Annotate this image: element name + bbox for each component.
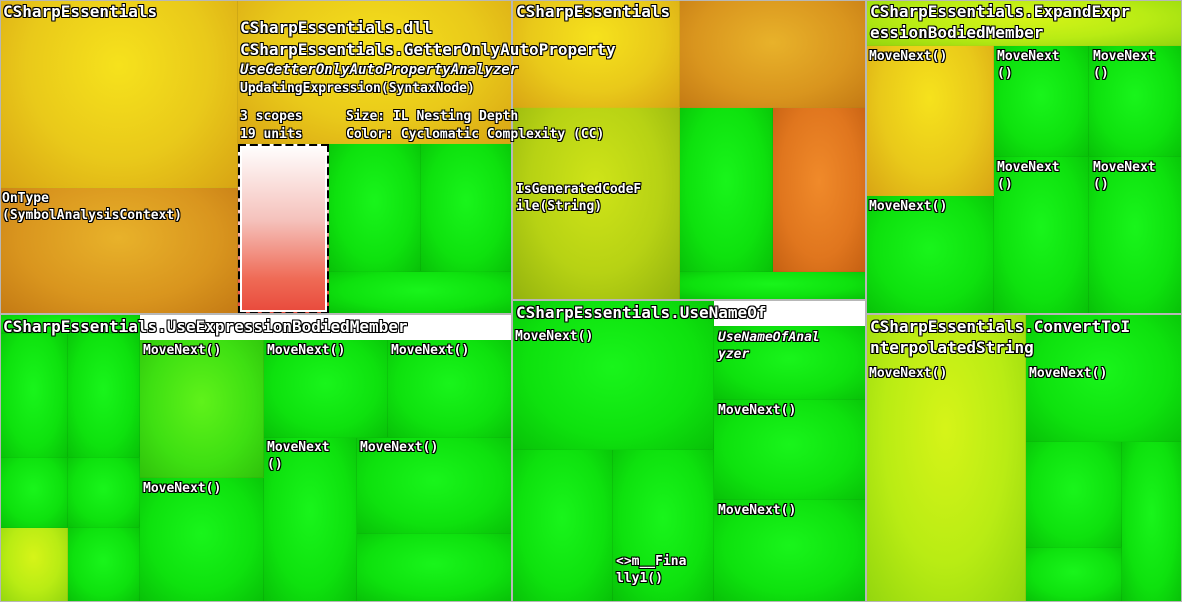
treemap-cell[interactable]	[357, 438, 512, 534]
treemap-cell[interactable]	[68, 528, 140, 602]
treemap-cell[interactable]	[994, 46, 1089, 157]
member-label: MoveNext()	[869, 49, 948, 64]
treemap-cell[interactable]	[1089, 46, 1182, 157]
treemap-cell[interactable]	[512, 300, 714, 450]
region-title: CSharpEssentials.ExpandExpr essionBodied…	[870, 2, 1131, 42]
treemap-cell[interactable]	[0, 0, 238, 188]
treemap-cell[interactable]	[714, 400, 866, 500]
member-label: MoveNext ()	[997, 49, 1060, 81]
treemap-cell-isgenerated[interactable]	[512, 108, 680, 300]
member-label: OnType (SymbolAnalysisContext)	[2, 191, 183, 223]
treemap-cell[interactable]	[0, 334, 68, 458]
region-title: CSharpEssentials.UseExpressionBodiedMemb…	[3, 317, 408, 336]
treemap-cell[interactable]	[357, 534, 512, 602]
member-label: MoveNext ()	[267, 440, 330, 472]
member-label: MoveNext()	[267, 343, 346, 358]
treemap-cell[interactable]	[1122, 442, 1182, 602]
selected-treemap-cell[interactable]	[238, 144, 329, 314]
member-label: MoveNext ()	[1093, 49, 1156, 81]
treemap-cell[interactable]	[512, 450, 613, 602]
tooltip-units: 19 units	[240, 127, 303, 142]
member-label: UseNameOfAnal yzer	[718, 330, 820, 362]
treemap-cell[interactable]	[329, 272, 512, 314]
member-label: IsGeneratedCodeF ile(String)	[516, 182, 642, 214]
treemap-cell[interactable]	[264, 340, 388, 438]
member-label: MoveNext ()	[997, 160, 1060, 192]
treemap-cell[interactable]	[512, 0, 680, 108]
treemap-cell[interactable]	[1026, 548, 1122, 602]
member-label: MoveNext()	[143, 481, 222, 496]
region-title: CSharpEssentials	[516, 2, 671, 21]
region-title: CSharpEssentials.UseNameOf	[516, 303, 767, 322]
region-title: CSharpEssentials	[3, 2, 158, 21]
member-label: <>m__Fina lly1()	[616, 554, 687, 586]
treemap-cell[interactable]	[329, 144, 421, 272]
tooltip-color-metric: Color: Cyclomatic Complexity (CC)	[346, 127, 605, 142]
treemap-cell[interactable]	[0, 528, 68, 602]
member-label: MoveNext()	[869, 366, 948, 381]
region-title: CSharpEssentials.ConvertToI nterpolatedS…	[870, 317, 1131, 357]
treemap-cell[interactable]	[1026, 442, 1122, 548]
tooltip-scopes: 3 scopes	[240, 109, 303, 124]
treemap-cell[interactable]	[866, 0, 1182, 46]
treemap-cell[interactable]	[68, 334, 140, 458]
treemap-cell[interactable]	[140, 340, 264, 478]
treemap-cell[interactable]	[140, 478, 264, 602]
treemap-cell[interactable]	[421, 144, 512, 272]
treemap-cell[interactable]	[680, 108, 773, 272]
member-label: MoveNext()	[391, 343, 470, 358]
treemap-cell[interactable]	[866, 46, 994, 196]
member-label: MoveNext()	[143, 343, 222, 358]
member-label: MoveNext()	[869, 199, 948, 214]
member-label: MoveNext()	[1029, 366, 1108, 381]
treemap-cell[interactable]	[994, 157, 1089, 314]
treemap-cell[interactable]	[680, 0, 866, 108]
treemap-cell[interactable]	[866, 196, 994, 314]
tooltip-class: UseGetterOnlyAutoPropertyAnalyzer	[240, 62, 519, 78]
treemap-cell[interactable]	[773, 108, 866, 272]
treemap-cell[interactable]	[238, 0, 512, 144]
treemap-cell[interactable]	[264, 438, 357, 602]
treemap-cell[interactable]	[0, 314, 140, 334]
selection-highlight	[238, 144, 329, 314]
tooltip-type: CSharpEssentials.GetterOnlyAutoProperty	[240, 40, 616, 59]
tooltip-assembly: CSharpEssentials.dll	[240, 18, 433, 37]
member-label: MoveNext()	[718, 403, 797, 418]
tooltip-size-metric: Size: IL Nesting Depth	[346, 109, 519, 124]
treemap-cell[interactable]	[68, 458, 140, 528]
member-label: MoveNext()	[360, 440, 439, 455]
member-label: MoveNext()	[718, 503, 797, 518]
tooltip-method: UpdatingExpression(SyntaxNode)	[240, 81, 475, 96]
treemap-cell[interactable]	[680, 272, 866, 300]
treemap-cell[interactable]	[0, 458, 68, 528]
treemap-cell-ontype[interactable]	[0, 188, 238, 314]
member-label: MoveNext ()	[1093, 160, 1156, 192]
treemap-cell[interactable]	[613, 450, 714, 602]
member-label: MoveNext()	[515, 329, 594, 344]
